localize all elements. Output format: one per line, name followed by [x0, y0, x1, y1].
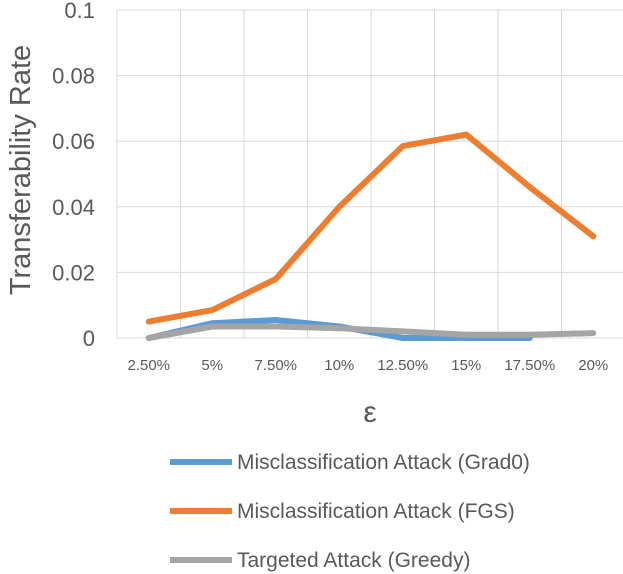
- y-tick-label: 0.06: [52, 129, 95, 154]
- y-tick-label: 0: [83, 326, 95, 351]
- x-tick-label: 20%: [578, 357, 608, 374]
- y-axis-title: Transferability Rate: [5, 45, 37, 295]
- x-tick-label: 15%: [451, 357, 481, 374]
- x-tick-label: 17.50%: [504, 357, 555, 374]
- y-tick-label: 0.08: [52, 64, 95, 89]
- x-axis-title: ε: [363, 396, 376, 429]
- x-axis-ticks: 2.50% 5% 7.50% 10% 12.50% 15% 17.50% 20%: [127, 357, 608, 374]
- x-tick-label: 7.50%: [254, 357, 297, 374]
- legend-label-2: Misclassification Attack (FGS): [237, 500, 515, 523]
- y-tick-label: 0.1: [64, 0, 95, 23]
- legend-label-3: Targeted Attack (Greedy): [237, 549, 470, 572]
- y-tick-label: 0.02: [52, 260, 95, 285]
- x-tick-label: 5%: [201, 357, 223, 374]
- series-line-3: [145, 323, 597, 341]
- x-tick-label: 12.50%: [377, 357, 428, 374]
- y-axis-ticks: 0 0.02 0.04 0.06 0.08 0.1: [52, 0, 95, 351]
- legend: Misclassification Attack (Grad0) Misclass…: [170, 451, 530, 572]
- series-lines: [145, 131, 597, 341]
- legend-label-1: Misclassification Attack (Grad0): [237, 451, 530, 474]
- x-tick-label: 2.50%: [127, 357, 170, 374]
- series-line-2: [145, 131, 597, 325]
- grid: [116, 9, 623, 339]
- x-tick-label: 10%: [324, 357, 354, 374]
- y-tick-label: 0.04: [52, 195, 95, 220]
